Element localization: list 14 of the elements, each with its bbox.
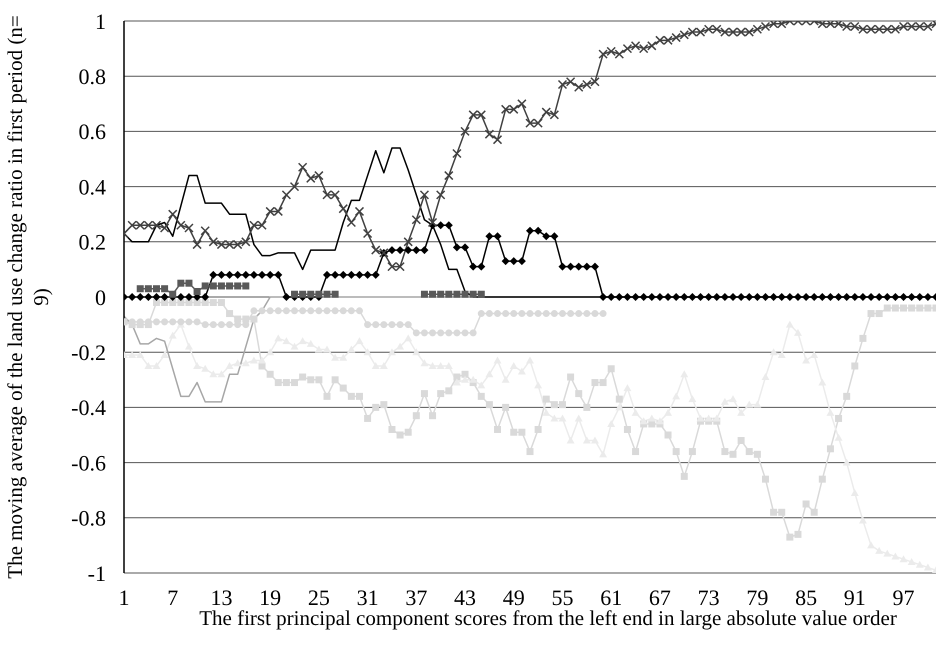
y-tick-label: -1 <box>88 560 106 586</box>
y-axis-title: The moving average of the land use change ratio in first period (n= 9) <box>2 14 54 581</box>
y-tick-label: 0 <box>95 284 106 310</box>
x-tick-label: 7 <box>167 585 178 610</box>
y-tick-label: 0.6 <box>78 119 106 144</box>
y-tick-label: -0.2 <box>71 340 106 366</box>
y-tick-label: -0.8 <box>71 506 106 531</box>
y-tick-label: 1 <box>95 8 106 34</box>
y-tick-label: -0.4 <box>71 395 106 420</box>
x-tick-label: 1 <box>118 585 130 610</box>
y-tick-label: 0.8 <box>78 64 106 90</box>
y-tick-label: 0.2 <box>78 230 106 255</box>
y-tick-label: -0.6 <box>71 450 106 476</box>
y-tick-label: 0.4 <box>78 174 106 200</box>
